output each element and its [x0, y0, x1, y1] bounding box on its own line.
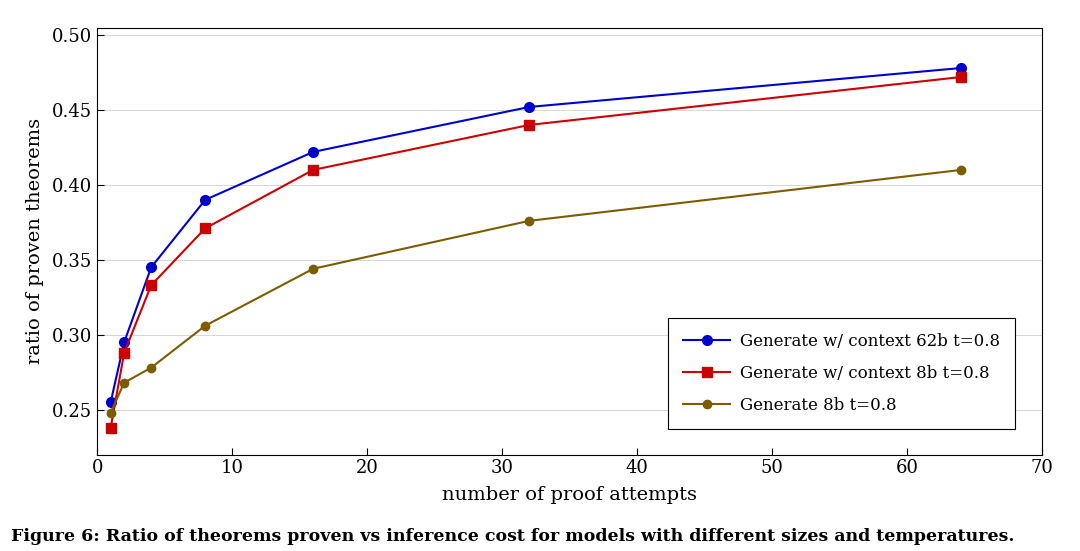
- Generate w/ context 62b t=0.8: [118, 339, 131, 345]
- Generate w/ context 62b t=0.8: [955, 64, 968, 71]
- Generate w/ context 8b t=0.8: [955, 74, 968, 80]
- Text: Figure 6: Ratio of theorems proven vs inference cost for models with different s: Figure 6: Ratio of theorems proven vs in…: [11, 528, 1014, 545]
- Generate w/ context 62b t=0.8: [145, 264, 158, 271]
- Generate w/ context 8b t=0.8: [104, 424, 118, 431]
- Generate w/ context 8b t=0.8: [523, 122, 536, 128]
- Generate w/ context 62b t=0.8: [307, 149, 320, 155]
- Generate w/ context 62b t=0.8: [523, 104, 536, 110]
- Generate w/ context 62b t=0.8: [104, 399, 118, 406]
- Line: Generate w/ context 62b t=0.8: Generate w/ context 62b t=0.8: [106, 63, 967, 407]
- Generate 8b t=0.8: [955, 166, 968, 173]
- Legend: Generate w/ context 62b t=0.8, Generate w/ context 8b t=0.8, Generate 8b t=0.8: Generate w/ context 62b t=0.8, Generate …: [669, 318, 1015, 429]
- Generate 8b t=0.8: [199, 322, 212, 329]
- X-axis label: number of proof attempts: number of proof attempts: [442, 486, 698, 504]
- Y-axis label: ratio of proven theorems: ratio of proven theorems: [26, 118, 43, 364]
- Generate 8b t=0.8: [307, 266, 320, 272]
- Generate w/ context 62b t=0.8: [199, 197, 212, 203]
- Generate w/ context 8b t=0.8: [307, 166, 320, 173]
- Line: Generate w/ context 8b t=0.8: Generate w/ context 8b t=0.8: [106, 72, 967, 433]
- Generate w/ context 8b t=0.8: [145, 282, 158, 289]
- Generate w/ context 8b t=0.8: [118, 349, 131, 356]
- Line: Generate 8b t=0.8: Generate 8b t=0.8: [107, 166, 966, 417]
- Generate 8b t=0.8: [104, 409, 118, 416]
- Generate w/ context 8b t=0.8: [199, 225, 212, 231]
- Generate 8b t=0.8: [523, 218, 536, 224]
- Generate 8b t=0.8: [145, 364, 158, 371]
- Generate 8b t=0.8: [118, 379, 131, 386]
